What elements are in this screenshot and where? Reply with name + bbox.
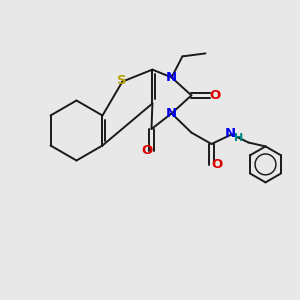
Text: O: O: [141, 144, 153, 157]
Text: N: N: [166, 107, 177, 120]
Text: O: O: [210, 89, 221, 102]
Text: N: N: [224, 127, 236, 140]
Text: S: S: [117, 74, 126, 87]
Text: N: N: [166, 71, 177, 84]
Text: H: H: [233, 133, 243, 143]
Text: O: O: [211, 158, 223, 172]
